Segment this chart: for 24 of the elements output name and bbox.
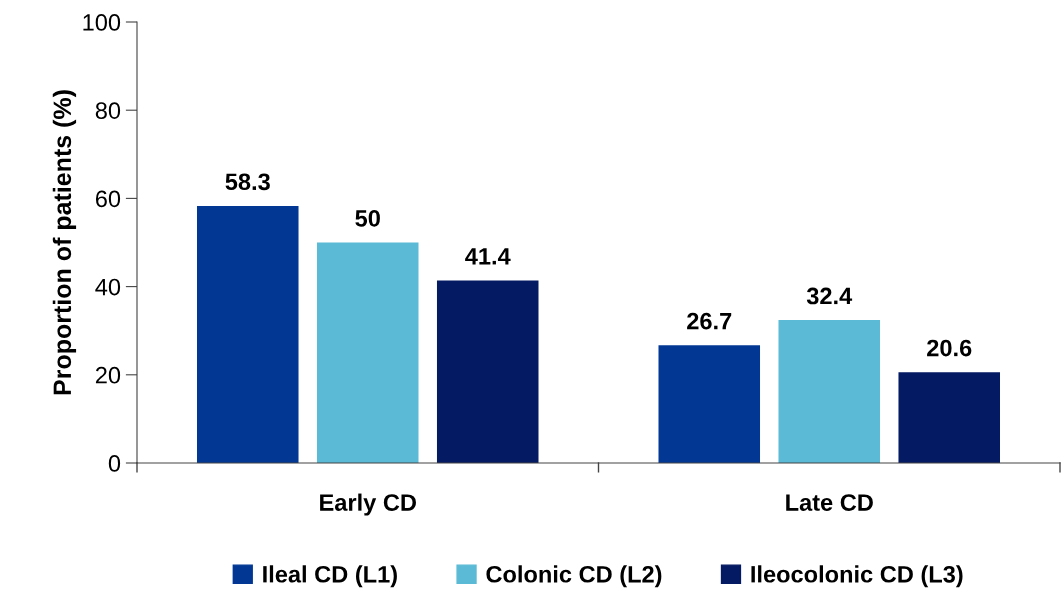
- y-tick-label: 80: [95, 102, 121, 119]
- data-label: 32.4: [806, 287, 853, 305]
- x-tick-label: Late CD: [786, 494, 873, 511]
- data-label: 26.7: [687, 312, 732, 330]
- legend-label: Ileocolonic CD (L3): [751, 565, 963, 588]
- data-label: 50: [355, 210, 380, 227]
- x-tick-label: Early CD: [320, 493, 416, 516]
- bar: [658, 345, 761, 463]
- bar: [316, 242, 419, 463]
- y-tick-label: 0: [108, 455, 121, 472]
- legend-label: Colonic CD (L2): [486, 565, 662, 588]
- bar: [898, 372, 1000, 463]
- y-tick-label: 60: [95, 190, 121, 208]
- data-label: 41.4: [465, 248, 511, 265]
- bar: [778, 320, 881, 463]
- y-tick-label: 40: [95, 278, 121, 296]
- data-label: 20.6: [927, 339, 972, 357]
- data-label: 58.3: [225, 173, 270, 191]
- legend-label: Ileal CD (L1): [263, 565, 397, 588]
- bar: [196, 205, 299, 463]
- y-tick-label: 20: [95, 366, 121, 384]
- y-axis-title: Proportion of patients (%): [52, 90, 77, 395]
- y-tick-label: 100: [83, 14, 121, 31]
- bar: [436, 280, 539, 463]
